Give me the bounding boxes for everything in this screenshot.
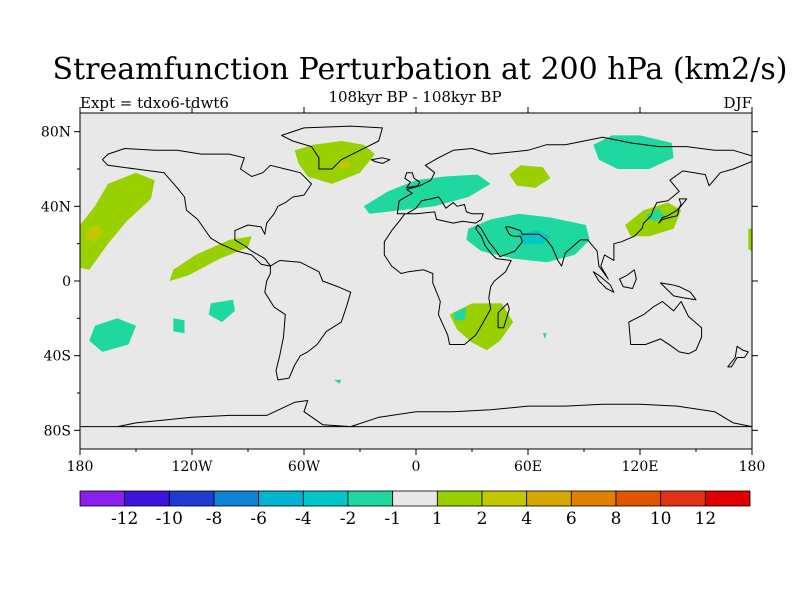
anomaly-n-pacific-west bbox=[80, 172, 155, 270]
lat-tick-label: 0 bbox=[62, 274, 71, 290]
anomaly-e-pacific bbox=[169, 236, 252, 281]
colorbar-label: 6 bbox=[566, 509, 577, 529]
colorbar-swatch bbox=[347, 490, 394, 507]
japan-coast bbox=[658, 198, 688, 224]
colorbar-label: -10 bbox=[156, 509, 183, 529]
colorbar-label: -2 bbox=[340, 509, 357, 529]
anomaly-s-africa bbox=[449, 303, 514, 351]
colorbar-label: -4 bbox=[295, 509, 312, 529]
colorbar-label: -12 bbox=[111, 509, 138, 529]
antarctica-coast bbox=[80, 400, 752, 428]
axis-ticks-layer: 80N 40N 0 40S 80S 180 120W 60W 0 60E 120E 180 bbox=[41, 107, 765, 475]
anomaly-regions-layer bbox=[80, 135, 752, 384]
colorbar-swatch bbox=[168, 490, 215, 507]
anomaly-dateline-east bbox=[748, 228, 752, 252]
australia-coast bbox=[628, 301, 703, 355]
colorbar-swatch bbox=[79, 490, 126, 507]
new-guinea-coast bbox=[660, 282, 697, 301]
anomaly-indian-small bbox=[542, 333, 547, 339]
colorbar-label: 1 bbox=[432, 509, 443, 529]
anomaly-s-ocean-small bbox=[333, 379, 342, 384]
colorbar-swatch bbox=[704, 490, 751, 507]
eurasia-africa-coast bbox=[383, 136, 752, 345]
anomaly-n-atlantic-core bbox=[337, 161, 351, 169]
north-america-coast bbox=[101, 148, 312, 267]
colorbar-label: 12 bbox=[695, 509, 717, 529]
lon-tick-label: 0 bbox=[412, 459, 421, 475]
colorbar-swatch bbox=[436, 490, 483, 507]
colorbar-label: 4 bbox=[521, 509, 532, 529]
south-america-coast bbox=[264, 260, 352, 381]
lon-tick-label: 180 bbox=[67, 459, 94, 475]
greenland-coast bbox=[281, 125, 383, 170]
new-zealand-coast bbox=[727, 345, 749, 368]
colorbar-label: 10 bbox=[650, 509, 672, 529]
lon-tick-label: 60W bbox=[288, 459, 321, 475]
coastlines-layer bbox=[80, 125, 752, 428]
colorbar-swatch bbox=[526, 490, 572, 507]
anomaly-siberia bbox=[509, 165, 551, 188]
britain-coast bbox=[404, 172, 421, 189]
anomaly-n-asia bbox=[593, 135, 674, 169]
anomaly-s-pacific-west bbox=[89, 318, 136, 352]
colorbar-swatch bbox=[302, 490, 349, 507]
colorbar-label: -8 bbox=[206, 509, 223, 529]
iceland-coast bbox=[370, 157, 391, 164]
lon-tick-label: 60E bbox=[514, 459, 542, 475]
season-label: DJF bbox=[723, 94, 752, 112]
colorbar-swatch bbox=[481, 490, 528, 507]
lat-tick-label: 80S bbox=[44, 423, 71, 439]
colorbar-label: -1 bbox=[384, 509, 401, 529]
anomaly-europe bbox=[363, 174, 491, 214]
colorbar-swatch bbox=[258, 490, 304, 507]
lon-tick-label: 180 bbox=[739, 459, 766, 475]
borneo-coast bbox=[619, 269, 637, 289]
colorbar-label: -6 bbox=[250, 509, 267, 529]
anomaly-s-africa-inner bbox=[453, 307, 467, 321]
colorbar-swatch bbox=[615, 490, 662, 507]
lat-tick-label: 40S bbox=[44, 349, 71, 365]
sumatra-coast bbox=[592, 271, 615, 293]
madagascar-coast bbox=[497, 302, 510, 329]
lat-tick-label: 80N bbox=[41, 125, 71, 141]
colorbar-swatch bbox=[124, 490, 170, 507]
colorbar: -12 -10 -8 -6 -4 -2 -1 1 2 4 6 8 10 12 bbox=[79, 490, 751, 529]
anomaly-s-pacific-small bbox=[173, 318, 185, 334]
colorbar-swatch bbox=[392, 490, 438, 507]
colorbar-label: 8 bbox=[611, 509, 622, 529]
lon-tick-label: 120W bbox=[171, 459, 213, 475]
plot-subtitle: 108kyr BP - 108kyr BP bbox=[328, 88, 502, 106]
colorbar-swatch bbox=[660, 490, 706, 507]
anomaly-s-pacific-east bbox=[208, 299, 235, 323]
map-plot-area: 80N 40N 0 40S 80S 180 120W 60W 0 60E 120E 180 bbox=[41, 107, 765, 475]
colorbar-label: 2 bbox=[477, 509, 488, 529]
plot-title: Streamfunction Perturbation at 200 hPa (… bbox=[52, 52, 788, 87]
lat-tick-label: 40N bbox=[41, 199, 71, 215]
lon-tick-label: 120E bbox=[622, 459, 659, 475]
anomaly-japan-core bbox=[645, 208, 665, 222]
colorbar-swatch bbox=[570, 490, 617, 507]
anomaly-n-pacific-core bbox=[85, 225, 103, 242]
colorbar-swatch bbox=[213, 490, 260, 507]
